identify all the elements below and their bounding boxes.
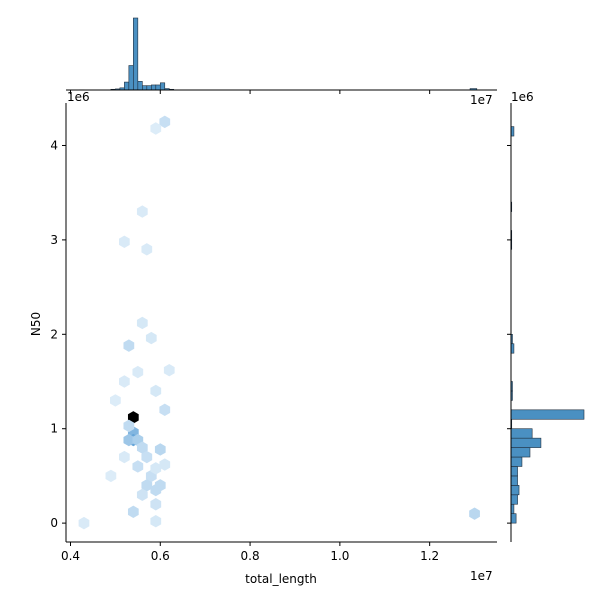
y-marginal-histogram [507, 103, 585, 542]
y-marginal-bar-7 [510, 447, 531, 458]
x-marginal-bar-7 [137, 81, 143, 91]
y-tick-label-3: 3 [50, 233, 58, 247]
hexbin-7 [141, 450, 153, 464]
y-marginal-bar-2 [510, 494, 518, 505]
x-offset-label: 1e7 [470, 569, 493, 583]
y-marginal-bar-9 [510, 428, 533, 439]
x-tick-label-0: 0.4 [61, 549, 80, 563]
y-tick-label-2: 2 [50, 327, 58, 341]
hexbin-15 [127, 505, 139, 518]
hexbin-33 [150, 515, 162, 528]
top-marginal-x-offset-label: 1e7 [470, 93, 493, 107]
hexbin-28 [141, 243, 153, 256]
hexbin-17 [123, 339, 135, 352]
hexbin-13 [154, 479, 166, 492]
hexbin-36 [110, 394, 121, 407]
y-axis-label: N50 [29, 312, 43, 336]
hexbin-26 [159, 458, 171, 471]
y-marginal-bar-5 [510, 466, 518, 477]
x-marginal-histogram [66, 17, 497, 94]
hexbin-37 [105, 469, 117, 483]
x-axis-ticks: 0.4 0.6 0.8 1.0 1.2 [61, 542, 439, 563]
hexbin-19 [136, 316, 148, 330]
hexbin-34 [469, 507, 480, 520]
hexbin-16 [150, 498, 162, 511]
y-marginal-bar-11 [510, 409, 585, 420]
y-marginal-bar-0 [510, 513, 517, 524]
hexbin-24 [163, 363, 175, 377]
hexbin-0 [127, 411, 139, 424]
hexbin-5 [123, 419, 135, 433]
x-axis-label: total_length [245, 572, 317, 586]
x-marginal-bar-5 [128, 65, 134, 91]
hexbin-35 [119, 450, 130, 464]
x-marginal-bar-8 [142, 85, 148, 91]
hexbin-3 [123, 433, 135, 447]
hexbin-31 [150, 122, 162, 135]
hexbin-21 [132, 365, 144, 379]
x-tick-label-3: 1.0 [330, 549, 349, 563]
x-tick-label-1: 0.6 [151, 549, 170, 563]
x-tick-label-2: 0.8 [241, 549, 260, 563]
hexbin-20 [119, 375, 130, 388]
joint-plot-area [65, 103, 497, 543]
hexbin-6 [136, 441, 148, 454]
x-marginal-bar-6 [133, 17, 139, 91]
x-marginal-bar-11 [155, 84, 161, 91]
hexbin-22 [150, 384, 162, 398]
x-marginal-bar-9 [146, 85, 152, 91]
hexbin-23 [159, 403, 171, 417]
x-marginal-bar-10 [151, 84, 157, 91]
y-marginal-bar-3 [510, 485, 520, 496]
hexbin-30 [159, 115, 171, 129]
y-marginal-bar-6 [510, 456, 523, 467]
x-marginal-bar-4 [124, 81, 130, 91]
hexbin-18 [145, 331, 157, 345]
y-offset-label: 1e6 [67, 90, 90, 104]
hexbin-9 [132, 460, 144, 473]
y-axis-ticks: 0 1 2 3 4 [50, 138, 66, 530]
y-tick-label-1: 1 [50, 422, 58, 436]
hexbin-32 [78, 516, 90, 530]
x-tick-label-4: 1.2 [420, 549, 439, 563]
y-tick-label-4: 4 [50, 138, 58, 152]
y-tick-label-0: 0 [50, 516, 58, 530]
hexbin-8 [154, 443, 166, 456]
hexbin-27 [119, 235, 130, 248]
hexbin-11 [141, 479, 153, 492]
y-marginal-bar-8 [510, 437, 542, 448]
y-marginal-bar-4 [510, 475, 518, 486]
right-marginal-y-offset-label: 1e6 [511, 90, 534, 104]
hexbin-29 [136, 205, 148, 218]
hexbin-25 [150, 462, 162, 475]
hexbin-14 [136, 488, 148, 501]
x-marginal-bar-12 [159, 82, 166, 91]
